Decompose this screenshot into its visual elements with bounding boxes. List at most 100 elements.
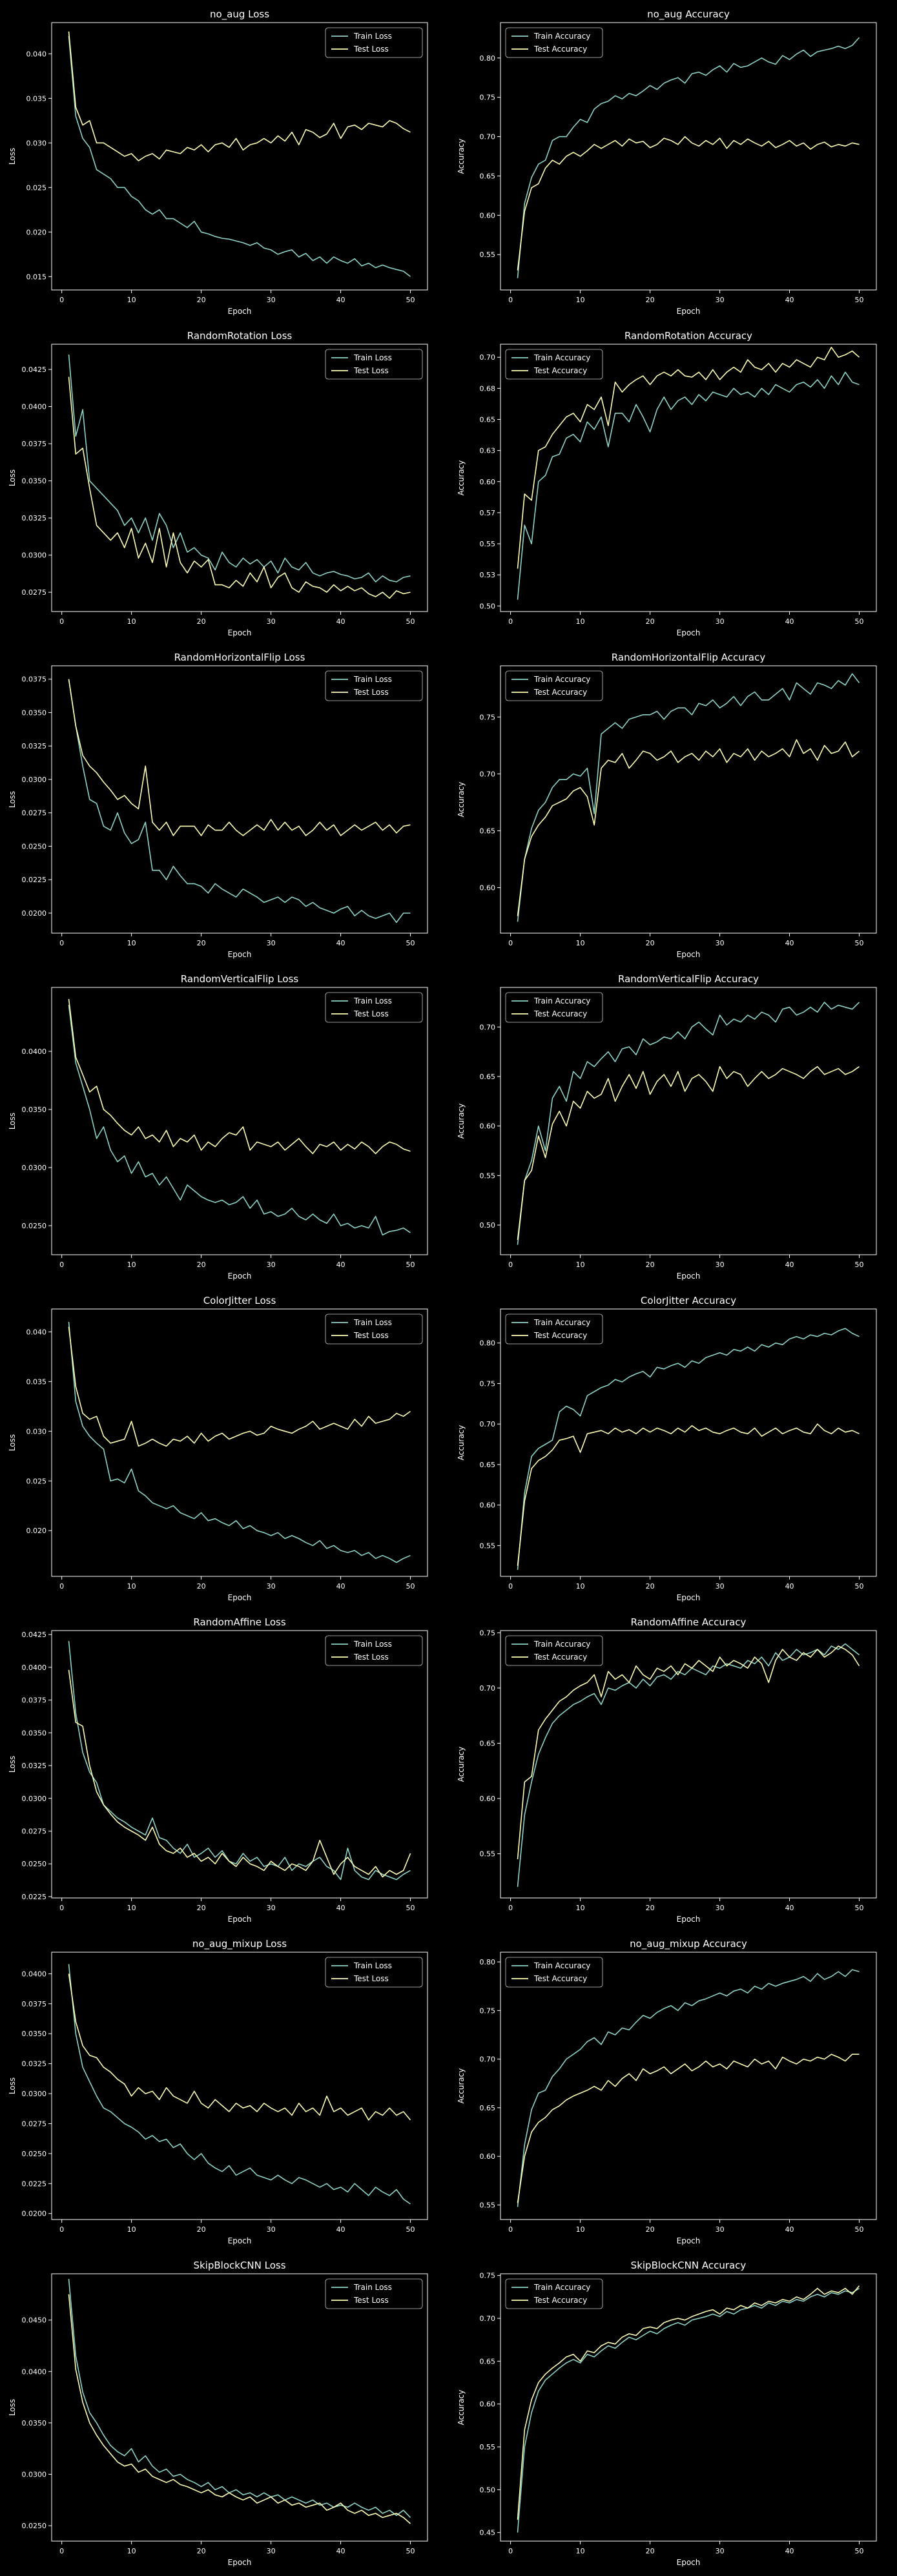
legend-label: Train Loss [353, 2283, 392, 2292]
y-tick-label: 0.0275 [22, 588, 47, 597]
legend: Train Accuracy Test Accuracy [505, 2278, 603, 2309]
x-tick-label: 0 [508, 1904, 513, 1912]
chart-title: SkipBlockCNN Loss [193, 2260, 285, 2271]
x-tick-label: 20 [646, 939, 655, 947]
x-tick-label: 30 [267, 1261, 276, 1269]
x-tick-label: 0 [508, 939, 513, 947]
x-tick-label: 20 [197, 617, 206, 626]
x-tick-label: 10 [127, 1904, 136, 1912]
y-tick-label: 0.0350 [22, 1729, 47, 1737]
x-axis-label: Epoch [228, 2236, 252, 2245]
y-tick-label: 0.70 [480, 2056, 496, 2064]
x-tick-label: 20 [646, 617, 655, 626]
y-tick-label: 0.0250 [22, 842, 47, 850]
y-tick-label: 0.0350 [22, 708, 47, 717]
x-tick-label: 40 [785, 2225, 794, 2234]
plot-frame [51, 344, 428, 612]
y-tick-label: 0.75 [480, 2006, 496, 2015]
y-tick-label: 0.55 [480, 540, 496, 548]
x-tick-label: 20 [197, 2225, 206, 2234]
y-tick-label: 0.65 [480, 2357, 496, 2365]
x-axis-label: Epoch [677, 628, 701, 637]
series-line-train-loss [68, 355, 411, 582]
chart-randomrotation-loss: RandomRotation Loss 0 10 20 30 40 50 0.0275 0.03… [8, 330, 428, 637]
series-line-test-accuracy [517, 1423, 860, 1566]
x-tick-label: 0 [59, 1582, 64, 1591]
legend-box [325, 670, 423, 701]
y-tick-label: 0.75 [480, 1379, 496, 1388]
legend-label: Train Accuracy [533, 675, 590, 684]
x-tick-label: 30 [716, 617, 725, 626]
plot-frame [500, 1308, 877, 1577]
x-tick-label: 10 [127, 1261, 136, 1269]
y-tick-label: 0.68 [480, 384, 496, 393]
legend-label: Test Accuracy [533, 45, 587, 54]
legend-box [505, 1635, 603, 1666]
x-tick-label: 50 [406, 1582, 415, 1591]
y-axis-label: Accuracy [457, 1425, 466, 1461]
y-tick-label: 0.0350 [22, 2419, 47, 2427]
x-tick-label: 30 [267, 2547, 276, 2555]
y-tick-label: 0.80 [480, 1339, 496, 1348]
chart-grid: no_aug Loss 0 10 20 30 40 50 0.015 0.020 0.025 0.0… [8, 8, 877, 2567]
legend-box [325, 1314, 423, 1345]
x-tick-label: 50 [855, 2547, 864, 2555]
legend-box [505, 1314, 603, 1345]
series-line-test-loss [68, 679, 411, 836]
x-tick-label: 30 [716, 1261, 725, 1269]
series-line-test-loss [68, 1669, 411, 1878]
x-tick-label: 50 [855, 617, 864, 626]
y-tick-label: 0.70 [480, 1684, 496, 1693]
x-axis-label: Epoch [677, 1915, 701, 1924]
x-tick-label: 30 [267, 617, 276, 626]
y-tick-label: 0.75 [480, 1629, 496, 1637]
chart-skipblockcnn-loss: SkipBlockCNN Loss 0 10 20 30 40 50 0.0250 0.0300… [8, 2260, 428, 2567]
legend-label: Train Loss [353, 1640, 392, 1649]
y-tick-label: 0.0325 [22, 2060, 47, 2068]
y-tick-label: 0.0250 [22, 2150, 47, 2158]
chart-randomaffine-accuracy: RandomAffine Accuracy 0 10 20 30 40 50 0.55 0.60… [457, 1616, 877, 1924]
y-tick-label: 0.0400 [22, 1664, 47, 1672]
series-line-train-loss [68, 36, 411, 277]
legend-label: Test Accuracy [533, 688, 587, 697]
legend: Train Accuracy Test Accuracy [505, 670, 603, 701]
chart-skipblockcnn-accuracy: SkipBlockCNN Accuracy 0 10 20 30 40 50 0.45 0.50… [457, 2260, 877, 2567]
y-axis-label: Accuracy [457, 2390, 466, 2426]
y-tick-label: 0.80 [480, 1958, 496, 1966]
y-tick-label: 0.0225 [22, 876, 47, 884]
y-tick-label: 0.0275 [22, 2119, 47, 2128]
chart-no-aug-mixup-loss: no_aug_mixup Loss 0 10 20 30 40 50 0.0200 0.0225… [8, 1938, 428, 2245]
y-tick-label: 0.0275 [22, 809, 47, 818]
y-tick-label: 0.0300 [22, 776, 47, 784]
plot-frame [51, 1952, 428, 2220]
x-tick-label: 0 [508, 1582, 513, 1591]
x-tick-label: 50 [406, 617, 415, 626]
x-tick-label: 0 [59, 296, 64, 304]
y-tick-label: 0.70 [480, 770, 496, 778]
y-tick-label: 0.55 [480, 1171, 496, 1180]
x-tick-label: 20 [197, 2547, 206, 2555]
x-tick-label: 20 [197, 1261, 206, 1269]
x-axis-label: Epoch [228, 950, 252, 959]
series-line-train-loss [68, 1004, 411, 1236]
y-tick-label: 0.70 [480, 353, 496, 362]
legend-box [505, 1957, 603, 1988]
series-line-train-loss [68, 1641, 411, 1880]
y-tick-label: 0.55 [480, 2443, 496, 2451]
legend-label: Test Loss [353, 1331, 389, 1340]
y-axis-label: Accuracy [457, 2068, 466, 2104]
series-line-test-accuracy [517, 346, 860, 569]
x-tick-label: 10 [576, 1582, 585, 1591]
y-tick-label: 0.0400 [22, 2367, 47, 2376]
x-tick-label: 40 [785, 2547, 794, 2555]
series-line-test-loss [68, 998, 411, 1155]
x-tick-label: 10 [127, 1582, 136, 1591]
legend-label: Train Accuracy [533, 1318, 590, 1327]
x-tick-label: 40 [785, 1904, 794, 1912]
x-tick-label: 40 [785, 1261, 794, 1269]
legend-label: Test Loss [353, 1009, 389, 1018]
y-tick-label: 0.0375 [22, 1696, 47, 1705]
y-tick-label: 0.0250 [22, 1222, 47, 1230]
y-tick-label: 0.65 [480, 1739, 496, 1747]
legend-label: Test Accuracy [533, 1009, 587, 1018]
